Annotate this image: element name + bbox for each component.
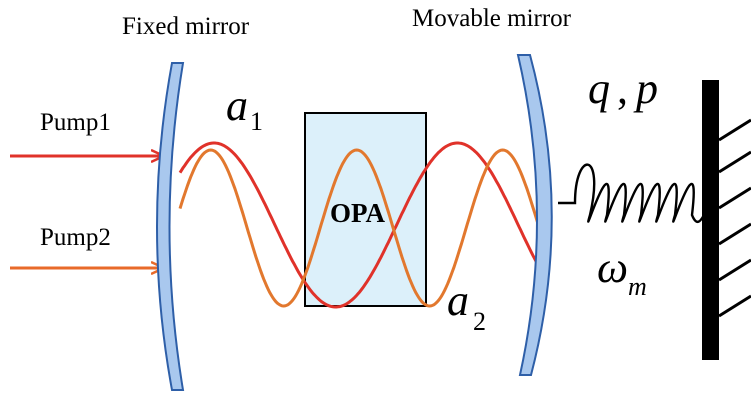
fixed-mirror-label: Fixed mirror [122, 13, 250, 40]
opa-label: OPA [330, 198, 385, 228]
movable-mirror-icon [516, 54, 553, 376]
svg-text:2: 2 [473, 307, 486, 336]
mode-a2-label: a 2 [447, 276, 486, 336]
pump1-label: Pump1 [40, 109, 111, 136]
svg-text:ω: ω [597, 243, 628, 292]
fixed-mirror-icon [156, 62, 185, 391]
coil-spring-icon [558, 163, 713, 224]
mode-a1-label: a 1 [226, 81, 263, 136]
movable-mirror-label: Movable mirror [412, 5, 572, 32]
oscillator-qp-label: q , p [588, 64, 658, 113]
svg-text:1: 1 [250, 107, 263, 136]
svg-text:,: , [617, 64, 628, 113]
mode-a1-wave [178, 141, 547, 309]
pump2-label: Pump2 [40, 224, 111, 251]
svg-text:m: m [628, 272, 647, 301]
hatched-wall-icon [702, 80, 751, 360]
svg-text:q: q [588, 64, 610, 113]
svg-text:p: p [633, 64, 658, 113]
omega-m-label: ω m [597, 243, 647, 301]
svg-text:a: a [226, 81, 248, 130]
svg-text:a: a [447, 276, 469, 325]
mode-a2-wave [178, 148, 547, 308]
